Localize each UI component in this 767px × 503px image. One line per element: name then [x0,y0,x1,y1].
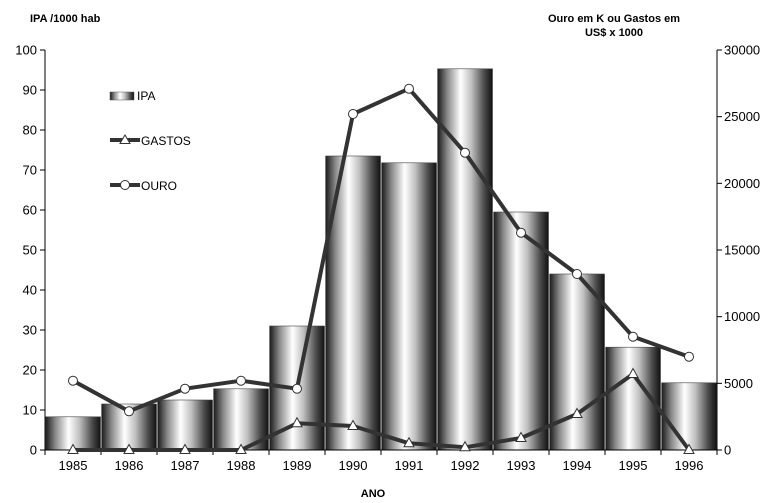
bar-1992 [437,68,493,451]
y-tick-label-left: 30 [23,323,37,338]
y-tick-label-right: 5000 [724,376,753,391]
ipa-bars [45,68,717,451]
y-tick-label-right: 25000 [724,109,760,124]
x-tick-label-1985: 1985 [59,458,88,473]
line-gastos [73,372,691,452]
point-gastos-1991 [403,436,415,448]
bar-1991 [381,162,437,451]
point-ouro-1992 [460,147,470,158]
y-ticks-right: 0 5000 10000 15000 20000 25000 30000 [717,43,760,458]
point-ouro-1986 [124,406,134,417]
line-ouro [72,86,690,414]
x-tick-label-1987: 1987 [171,458,200,473]
y-axis-title-right-line2: US$ x 1000 [585,27,643,39]
bar-1987 [157,399,213,451]
legend-swatch-gastos-marker [119,134,131,144]
legend: IPA GASTOS OURO [109,89,191,193]
point-ouro-1985 [68,375,78,386]
y-tick-label-left: 40 [23,283,37,298]
point-gastos-1985 [67,443,79,454]
y-tick-label-left: 70 [23,163,37,178]
x-tick-label-1996: 1996 [675,458,704,473]
legend-label-ipa: IPA [137,89,155,103]
y-tick-label-right: 30000 [724,43,760,58]
y-tick-label-left: 0 [30,443,37,458]
y-axis-title-right-line1: Ouro em K ou Gastos em [548,13,680,25]
bar-1996 [661,382,717,451]
x-tick-label-1994: 1994 [563,458,592,473]
point-ouro-1988 [236,375,246,386]
y-tick-label-right: 20000 [724,176,760,191]
point-ouro-1991 [404,83,414,94]
point-ouro-1989 [292,383,302,394]
y-axis-title-left: IPA /1000 hab [30,13,101,25]
point-gastos-1990 [347,419,359,430]
point-gastos-1993 [515,431,527,442]
y-tick-label-left: 10 [23,403,37,418]
point-gastos-1996 [683,443,695,454]
x-tick-label-1990: 1990 [339,458,368,473]
x-tick-label-1993: 1993 [507,458,536,473]
x-tick-label-1992: 1992 [451,458,480,473]
point-gastos-1988 [235,443,247,454]
point-gastos-1989 [291,416,303,428]
x-tick-label-1989: 1989 [283,458,312,473]
x-tick-label-1995: 1995 [619,458,648,473]
point-ouro-1996 [684,351,694,362]
x-axis-title: ANO [361,488,386,500]
point-gastos-1987 [179,443,191,454]
point-gastos-1995 [627,367,639,378]
x-tick-label-1988: 1988 [227,458,256,473]
point-ouro-1993 [516,227,526,238]
y-tick-label-right: 0 [724,443,731,458]
y-tick-label-left: 60 [23,203,37,218]
bar-1993 [493,211,549,451]
point-ouro-1987 [180,383,190,394]
y-tick-label-right: 15000 [724,243,760,258]
y-ticks-left: 0 10 20 30 40 50 60 70 80 90 100 [15,43,45,458]
y-tick-label-left: 90 [23,83,37,98]
x-ticks: 1985 1986 1987 1988 1989 1990 1991 1992 1993 1994… [44,450,718,473]
line-series [67,83,695,454]
y-tick-label-left: 20 [23,363,37,378]
y-tick-label-left: 50 [23,243,37,258]
point-ouro-1995 [628,331,638,342]
y-tick-label-left: 100 [15,43,37,58]
point-gastos-1992 [459,440,471,452]
x-tick-label-1986: 1986 [115,458,144,473]
legend-label-gastos: GASTOS [141,134,191,148]
y-tick-label-left: 80 [23,123,37,138]
point-gastos-1986 [123,443,135,454]
point-gastos-1994 [571,407,583,418]
point-ouro-1994 [572,269,582,279]
legend-label-ouro: OURO [141,179,177,193]
legend-swatch-ipa [109,91,135,101]
point-ouro-1990 [348,109,358,119]
y-tick-label-right: 10000 [724,309,760,324]
legend-swatch-ouro-marker [120,180,130,190]
x-tick-label-1991: 1991 [395,458,424,473]
